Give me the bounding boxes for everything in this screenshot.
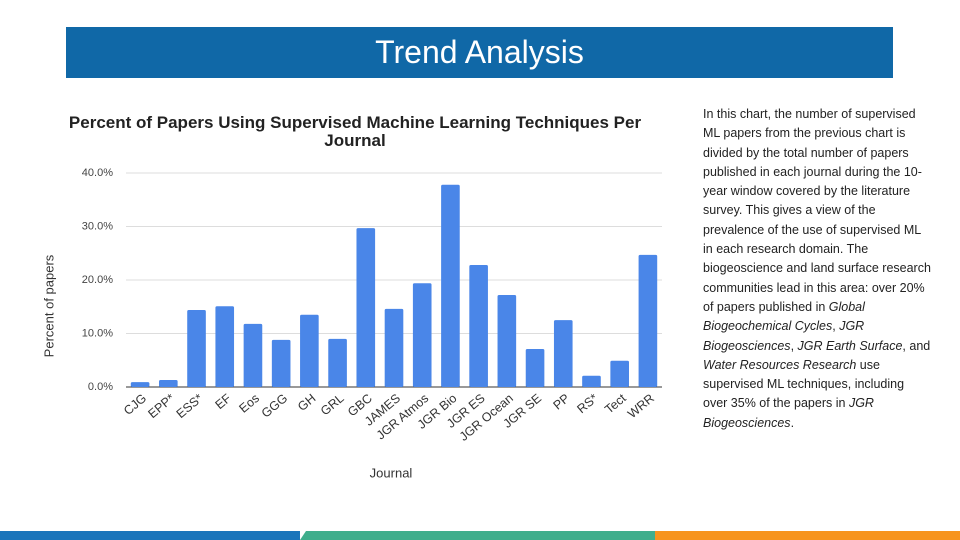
bar [638, 254, 658, 387]
bar [497, 294, 517, 387]
bar [610, 360, 629, 387]
bar [130, 382, 150, 387]
bar [525, 349, 545, 387]
bar [300, 314, 319, 387]
x-tick-label: EPP* [145, 391, 177, 421]
y-tick-label: 30.0% [82, 220, 113, 232]
description-text: , [790, 338, 798, 353]
bar [159, 380, 178, 387]
x-tick-label: GRL [318, 391, 347, 418]
description-text: JGR Earth Surface [797, 338, 903, 353]
bar [384, 308, 404, 387]
bar [215, 306, 235, 387]
bar [469, 265, 488, 387]
x-tick-label: Tect [602, 391, 629, 417]
x-tick-label: PP [551, 391, 573, 412]
x-tick-label: WRR [625, 391, 657, 421]
x-tick-label: GH [295, 391, 318, 414]
x-tick-label: RS* [574, 391, 600, 416]
bar [328, 338, 347, 387]
bar [582, 375, 601, 387]
bar [243, 323, 263, 387]
footer-strip [300, 531, 655, 540]
bar [271, 339, 291, 387]
y-tick-label: 20.0% [82, 274, 113, 286]
bar [187, 309, 206, 387]
footer-strip [0, 531, 300, 540]
description-text: Water Resources Research [703, 357, 857, 372]
chart-title: Percent of Papers Using Supervised Machi… [68, 113, 642, 150]
description-text: use supervised ML techniques, including … [703, 357, 905, 411]
description-text: , [832, 319, 840, 334]
y-tick-label: 40.0% [82, 167, 113, 179]
description-text: . [790, 415, 795, 430]
bar [553, 320, 573, 387]
description-text: In this chart, the number of supervised … [703, 107, 931, 314]
description-text: Global Biogeochemical Cycles [703, 299, 865, 334]
footer-strip [655, 531, 960, 540]
x-tick-label: CJG [121, 391, 149, 418]
y-axis-label: Percent of papers [41, 254, 56, 357]
bar [412, 283, 432, 387]
x-tick-label: EF [213, 391, 235, 412]
x-tick-label: ESS* [174, 391, 206, 421]
slide-title: Trend Analysis [66, 27, 893, 78]
x-tick-label: GGG [259, 391, 290, 420]
x-axis-label: Journal [370, 465, 413, 480]
bar [356, 228, 376, 387]
y-tick-label: 10.0% [82, 327, 113, 339]
x-tick-label: Eos [236, 391, 262, 416]
description-text: JGR Biogeosciences [703, 319, 865, 353]
description: In this chart, the number of supervised … [703, 105, 931, 433]
bar [441, 184, 460, 387]
description-text: JGR Biogeosciences [703, 396, 874, 430]
y-tick-label: 0.0% [88, 381, 113, 393]
description-text: , and [902, 338, 931, 353]
